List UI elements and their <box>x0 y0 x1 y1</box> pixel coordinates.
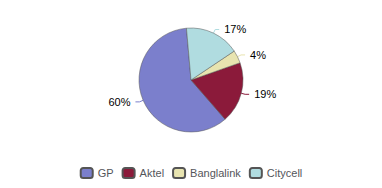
svg-text:Banglalink: Banglalink <box>190 167 241 179</box>
svg-text:60%: 60% <box>108 96 130 108</box>
svg-text:19%: 19% <box>254 88 276 100</box>
svg-text:GP: GP <box>98 167 114 179</box>
svg-text:Citycell: Citycell <box>267 167 302 179</box>
svg-text:17%: 17% <box>224 23 246 35</box>
svg-text:4%: 4% <box>250 49 266 61</box>
svg-text:Aktel: Aktel <box>140 167 164 179</box>
